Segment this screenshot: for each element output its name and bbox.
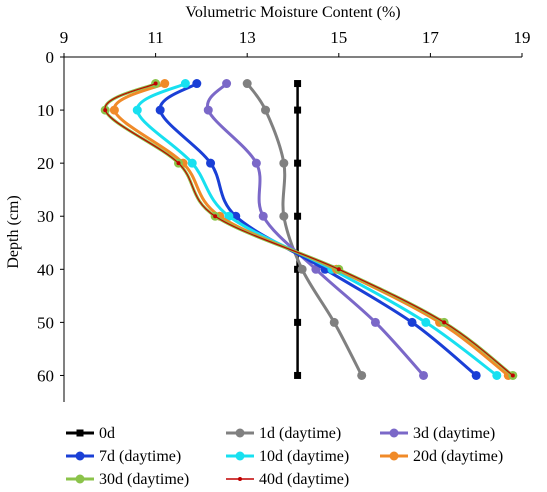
- legend-label: 30d (daytime): [99, 471, 189, 488]
- legend-item: 0d: [66, 425, 115, 442]
- data-point: [294, 80, 302, 88]
- series-line: [245, 82, 364, 377]
- data-point: [160, 79, 170, 89]
- x-tick-label: 17: [422, 28, 440, 47]
- legend-label: 7d (daytime): [99, 448, 181, 465]
- data-point: [294, 265, 302, 273]
- legend-swatch-marker: [75, 451, 85, 461]
- data-point: [213, 214, 218, 219]
- data-point: [279, 211, 289, 221]
- legend-swatch-marker: [76, 429, 84, 437]
- series-line: [158, 82, 478, 377]
- data-point: [294, 318, 302, 326]
- legend-swatch-marker: [235, 451, 245, 461]
- series-30d-daytime: [100, 79, 518, 380]
- data-point: [492, 370, 502, 380]
- data-point: [192, 79, 202, 89]
- data-point: [261, 105, 271, 115]
- series-line: [135, 82, 498, 377]
- y-tick-label: 0: [46, 48, 55, 67]
- data-point: [203, 105, 213, 115]
- y-tick-label: 30: [37, 207, 54, 226]
- legend-swatch-marker: [235, 428, 245, 438]
- legend-item: 10d (daytime): [226, 448, 349, 465]
- x-tick-label: 9: [60, 28, 69, 47]
- series-layer: [100, 79, 518, 380]
- x-tick-label: 15: [330, 28, 347, 47]
- data-point: [297, 264, 307, 274]
- y-tick-label: 50: [37, 313, 54, 332]
- data-point: [471, 370, 481, 380]
- y-tick-label: 60: [37, 366, 54, 385]
- series-10d-daytime: [132, 79, 502, 380]
- legend-item: 40d (daytime): [226, 471, 349, 488]
- legend-swatch-marker: [238, 477, 242, 481]
- data-point: [224, 211, 234, 221]
- legend-item: 7d (daytime): [66, 448, 181, 465]
- data-point: [510, 373, 515, 378]
- data-point: [176, 161, 181, 166]
- legend-swatch-marker: [75, 474, 85, 484]
- data-point: [187, 158, 197, 168]
- legend-swatch-marker: [389, 428, 399, 438]
- data-point: [180, 79, 190, 89]
- legend-label: 0d: [99, 425, 115, 442]
- data-point: [421, 317, 431, 327]
- data-point: [242, 79, 252, 89]
- data-point: [336, 267, 341, 272]
- data-point: [294, 159, 302, 167]
- data-point: [329, 317, 339, 327]
- data-point: [407, 317, 417, 327]
- data-point: [206, 158, 216, 168]
- legend-swatch-marker: [389, 451, 399, 461]
- y-tick-label: 40: [37, 260, 54, 279]
- y-tick-label: 20: [37, 154, 54, 173]
- legend-label: 10d (daytime): [259, 448, 349, 465]
- legend-label: 20d (daytime): [413, 448, 503, 465]
- data-point: [251, 158, 261, 168]
- y-axis-title: Depth (cm): [5, 195, 22, 268]
- legend-item: 20d (daytime): [380, 448, 503, 465]
- data-point: [442, 320, 447, 325]
- data-point: [222, 79, 232, 89]
- data-point: [419, 370, 429, 380]
- data-point: [132, 105, 142, 115]
- x-tick-label: 19: [514, 28, 531, 47]
- series-1d-daytime: [242, 79, 367, 380]
- legend-label: 3d (daytime): [413, 425, 495, 442]
- data-point: [294, 212, 302, 220]
- data-point: [370, 317, 380, 327]
- data-point: [153, 81, 158, 86]
- x-tick-label: 13: [239, 28, 256, 47]
- x-axis-title: Volumetric Moisture Content (%): [185, 4, 400, 21]
- series-0d: [294, 80, 302, 379]
- axes: 9 11 13 15 17 19 0 10 20 30 40 50 60: [37, 28, 531, 402]
- data-point: [294, 106, 302, 114]
- data-point: [155, 105, 165, 115]
- series-3d-daytime: [203, 79, 429, 380]
- legend-item: 30d (daytime): [66, 471, 189, 488]
- legend: 0d 1d (daytime) 3d (daytime) 7d (daytime) 10…: [66, 425, 503, 488]
- legend-label: 1d (daytime): [259, 425, 341, 442]
- data-point: [311, 264, 321, 274]
- legend-item: 3d (daytime): [380, 425, 495, 442]
- legend-item: 1d (daytime): [226, 425, 341, 442]
- data-point: [279, 158, 289, 168]
- series-7d-daytime: [155, 79, 481, 380]
- y-tick-label: 10: [37, 101, 54, 120]
- data-point: [258, 211, 268, 221]
- series-40d-daytime: [103, 81, 515, 378]
- data-point: [103, 108, 108, 113]
- data-point: [294, 371, 302, 379]
- legend-label: 40d (daytime): [259, 471, 349, 488]
- x-tick-label: 11: [147, 28, 163, 47]
- data-point: [109, 105, 119, 115]
- data-point: [357, 370, 367, 380]
